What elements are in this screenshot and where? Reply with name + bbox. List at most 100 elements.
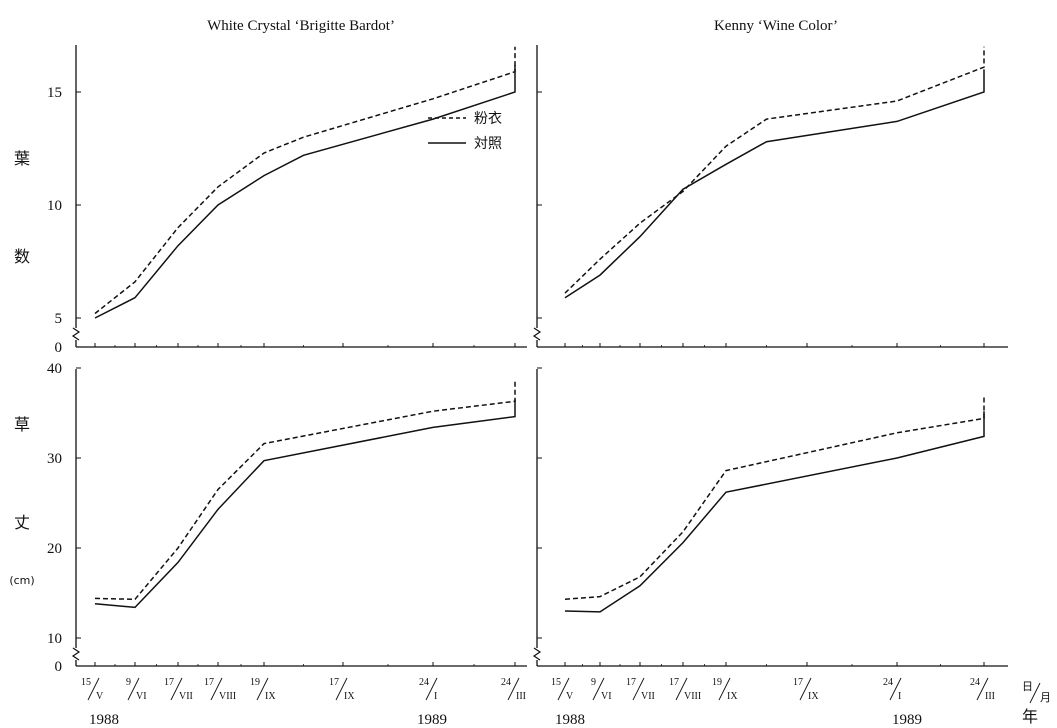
x-tick-day: 24 bbox=[419, 677, 429, 688]
x-tick-day: 17 bbox=[793, 677, 803, 688]
x-tick-slash bbox=[675, 677, 688, 701]
x-tick-month: V bbox=[96, 691, 104, 702]
height-y-tick-label: 30 bbox=[47, 451, 62, 467]
x-tick-month: III bbox=[516, 691, 526, 702]
x-tick-slash bbox=[210, 677, 223, 701]
x-tick-day: 17 bbox=[626, 677, 636, 688]
height-series-coated-1 bbox=[94, 378, 516, 601]
x-tick-month: V bbox=[566, 691, 574, 702]
height-y-unit: (cm) bbox=[9, 574, 34, 587]
x-tick-label-1-3: 17 VII bbox=[164, 677, 193, 702]
height-series-control-2 bbox=[564, 411, 985, 613]
x-tick-label-1-6: 17 IX bbox=[329, 677, 355, 702]
x-tick-day: 9 bbox=[126, 677, 131, 688]
x-tick-label-2-4: 17 VIII bbox=[669, 677, 701, 702]
x-tick-day: 17 bbox=[329, 677, 339, 688]
x-tick-day: 17 bbox=[164, 677, 174, 688]
x-tick-slash bbox=[592, 677, 605, 701]
height-y-tick-label: 40 bbox=[47, 361, 62, 377]
panel-title-2: Kenny ‘Wine Color’ bbox=[714, 18, 838, 34]
x-unit-year: 年 bbox=[1022, 707, 1038, 726]
x-tick-label-1-8: 24 III bbox=[501, 677, 526, 702]
x-tick-slash bbox=[170, 677, 183, 701]
x-tick-slash bbox=[799, 677, 812, 701]
leaf-series-control-1 bbox=[94, 64, 516, 319]
x-tick-label-1-1: 15 V bbox=[81, 677, 104, 702]
legend-solid-label: 対照 bbox=[474, 136, 502, 152]
x-tick-month: VII bbox=[641, 691, 655, 702]
x-tick-slash bbox=[889, 677, 902, 701]
x-tick-day: 17 bbox=[669, 677, 679, 688]
leaf-axes-1 bbox=[71, 45, 527, 348]
x-tick-month: VII bbox=[179, 691, 193, 702]
x-tick-slash bbox=[718, 677, 731, 701]
x-tick-day: 19 bbox=[712, 677, 722, 688]
axis-break-mark bbox=[71, 327, 81, 341]
x-tick-label-1-7: 24 I bbox=[419, 677, 438, 702]
x-tick-slash bbox=[87, 677, 100, 701]
x-tick-label-2-2: 9 VI bbox=[591, 677, 612, 702]
x-tick-slash bbox=[557, 677, 570, 701]
height-axes-1 bbox=[71, 369, 527, 667]
year-1988-left: 1988 bbox=[89, 712, 119, 728]
height-y-tick-label: 10 bbox=[47, 631, 62, 647]
x-tick-day: 15 bbox=[81, 677, 91, 688]
x-tick-label-2-8: 24 III bbox=[970, 677, 995, 702]
axis-break-mark bbox=[532, 647, 542, 661]
year-1988-right: 1988 bbox=[555, 712, 585, 728]
year-1989-left: 1989 bbox=[417, 712, 447, 728]
leaf-y-tick-label: 5 bbox=[55, 311, 63, 327]
x-tick-month: VIII bbox=[219, 691, 236, 702]
x-tick-month: IX bbox=[265, 691, 276, 702]
height-y-tick-label: 20 bbox=[47, 541, 62, 557]
leaf-series-control-2 bbox=[564, 69, 985, 299]
height-y-label-char-1: 草 bbox=[14, 415, 30, 434]
x-tick-month: IX bbox=[727, 691, 738, 702]
height-series-coated-2 bbox=[564, 396, 985, 601]
leaf-y-tick-label: 10 bbox=[47, 198, 62, 214]
x-tick-label-1-2: 9 VI bbox=[126, 677, 147, 702]
x-tick-month: IX bbox=[344, 691, 355, 702]
height-y-label-char-2: 丈 bbox=[14, 513, 30, 532]
x-tick-month: III bbox=[985, 691, 995, 702]
x-tick-slash bbox=[507, 677, 520, 701]
x-tick-month: VIII bbox=[684, 691, 701, 702]
x-tick-slash bbox=[425, 677, 438, 701]
leaf-y-tick-label: 0 bbox=[55, 340, 63, 356]
leaf-axes-2 bbox=[532, 45, 1008, 348]
x-tick-slash bbox=[256, 677, 269, 701]
x-tick-label-2-3: 17 VII bbox=[626, 677, 655, 702]
x-tick-month: IX bbox=[808, 691, 819, 702]
x-tick-month: VI bbox=[136, 691, 147, 702]
panel-title-1: White Crystal ‘Brigitte Bardot’ bbox=[207, 18, 395, 34]
x-tick-day: 24 bbox=[970, 677, 980, 688]
x-tick-slash bbox=[632, 677, 645, 701]
x-tick-slash bbox=[335, 677, 348, 701]
x-tick-label-2-1: 15 V bbox=[551, 677, 574, 702]
axis-break-mark bbox=[532, 327, 542, 341]
x-tick-month: I bbox=[898, 691, 901, 702]
x-tick-slash bbox=[127, 677, 140, 701]
x-tick-month: I bbox=[434, 691, 437, 702]
x-unit-slash bbox=[1029, 682, 1041, 704]
leaf-y-label-char-2: 数 bbox=[14, 247, 30, 266]
axis-break-mark bbox=[71, 647, 81, 661]
x-unit-day: 日 bbox=[1022, 680, 1033, 693]
leaf-series-coated-2 bbox=[564, 46, 985, 294]
x-tick-day: 19 bbox=[250, 677, 260, 688]
x-tick-month: VI bbox=[601, 691, 612, 702]
x-unit-month: 月 bbox=[1040, 691, 1051, 704]
height-y-tick-label: 0 bbox=[55, 659, 63, 675]
leaf-series-coated-1 bbox=[94, 46, 516, 315]
x-tick-label-2-6: 17 IX bbox=[793, 677, 819, 702]
height-series-control-1 bbox=[94, 399, 516, 609]
x-tick-day: 17 bbox=[204, 677, 214, 688]
x-tick-day: 9 bbox=[591, 677, 596, 688]
height-axes-2 bbox=[532, 369, 1008, 667]
x-tick-day: 24 bbox=[883, 677, 893, 688]
leaf-y-label-char-1: 葉 bbox=[14, 149, 30, 168]
legend-dashed-label: 粉衣 bbox=[474, 111, 502, 127]
x-tick-label-2-7: 24 I bbox=[883, 677, 902, 702]
x-tick-day: 15 bbox=[551, 677, 561, 688]
